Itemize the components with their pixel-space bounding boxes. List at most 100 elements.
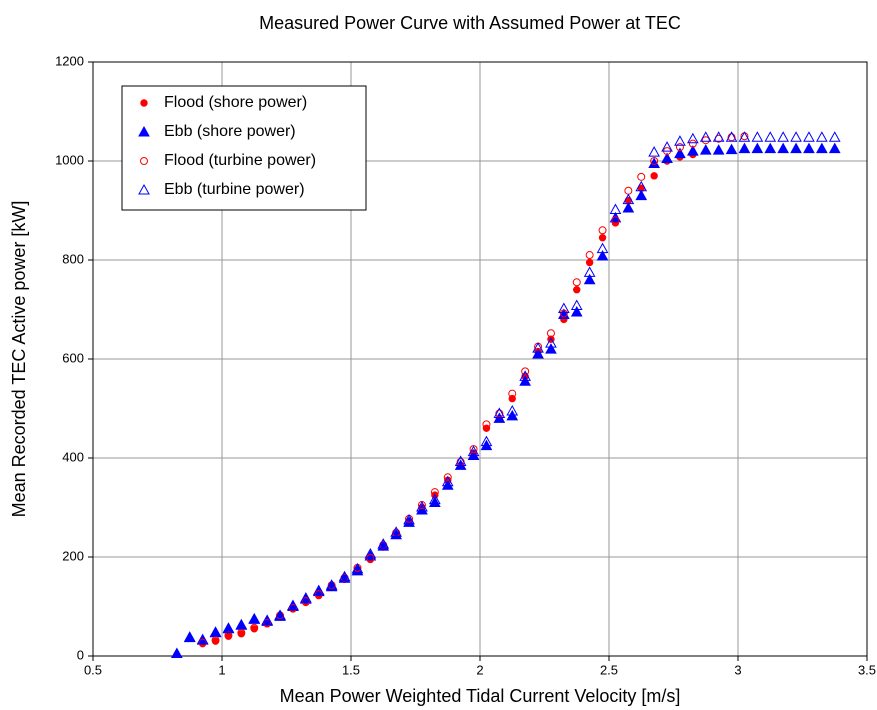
- marker: [583, 266, 596, 277]
- marker: [519, 370, 531, 381]
- marker: [674, 135, 686, 146]
- marker: [198, 638, 207, 647]
- marker: [675, 143, 684, 152]
- legend-label: Flood (turbine power): [164, 152, 316, 169]
- marker: [429, 496, 441, 508]
- marker: [725, 131, 738, 142]
- marker: [828, 142, 841, 154]
- y-tick-label: 400: [62, 449, 84, 464]
- x-tick-label: 2.5: [600, 662, 618, 677]
- y-tick-label: 0: [77, 647, 84, 662]
- marker: [521, 367, 530, 376]
- legend-box: [121, 85, 367, 211]
- marker: [325, 580, 338, 592]
- marker: [790, 131, 802, 142]
- marker: [300, 592, 312, 603]
- marker: [688, 139, 697, 148]
- legend-marker: [140, 157, 148, 165]
- marker: [222, 622, 235, 633]
- marker: [661, 141, 673, 152]
- marker: [429, 493, 441, 505]
- marker: [441, 479, 454, 490]
- y-tick-label: 600: [62, 350, 84, 365]
- marker: [482, 420, 491, 429]
- marker: [828, 131, 841, 142]
- legend-marker: [138, 125, 150, 137]
- marker: [816, 142, 828, 154]
- marker: [183, 631, 196, 642]
- marker: [585, 251, 594, 260]
- marker: [687, 132, 699, 144]
- x-tick-label: 1.5: [342, 662, 360, 677]
- x-tick-label: 3: [734, 662, 741, 677]
- marker: [351, 562, 364, 574]
- legend-marker: [140, 99, 148, 107]
- marker: [171, 647, 183, 659]
- y-tick-label: 800: [62, 251, 84, 266]
- marker: [288, 603, 297, 612]
- marker: [624, 186, 633, 195]
- marker: [622, 193, 635, 205]
- marker: [661, 152, 673, 164]
- marker: [570, 299, 583, 311]
- marker: [250, 623, 259, 632]
- marker: [570, 305, 583, 317]
- y-tick-label: 1200: [55, 53, 84, 68]
- marker: [764, 131, 777, 142]
- marker: [532, 348, 544, 359]
- marker: [622, 201, 635, 213]
- marker: [585, 258, 594, 267]
- marker: [261, 614, 273, 625]
- marker: [377, 538, 390, 549]
- marker: [532, 342, 544, 353]
- marker: [314, 590, 323, 599]
- marker: [301, 597, 310, 606]
- marker: [650, 157, 659, 165]
- marker: [803, 142, 815, 154]
- marker: [559, 309, 568, 318]
- marker: [777, 142, 789, 154]
- marker: [235, 618, 248, 630]
- marker: [441, 475, 454, 487]
- legend-marker: [138, 183, 150, 195]
- marker: [416, 503, 428, 515]
- marker: [416, 500, 428, 512]
- marker: [790, 142, 802, 154]
- marker: [403, 513, 415, 525]
- x-tick-label: 0.5: [84, 662, 102, 677]
- marker: [248, 613, 261, 624]
- marker: [648, 146, 660, 157]
- marker: [263, 618, 272, 627]
- marker: [183, 631, 196, 643]
- x-tick-label: 3.5: [858, 662, 876, 677]
- marker: [637, 172, 646, 181]
- marker: [248, 612, 261, 624]
- marker: [508, 389, 517, 398]
- y-tick-label: 200: [62, 548, 84, 563]
- marker: [687, 145, 699, 156]
- marker: [467, 445, 480, 457]
- marker: [546, 329, 555, 338]
- marker: [545, 337, 557, 348]
- y-tick-label: 1000: [55, 152, 84, 167]
- marker: [573, 286, 581, 294]
- marker: [430, 488, 439, 497]
- marker: [235, 619, 248, 630]
- marker: [674, 147, 686, 159]
- marker: [596, 250, 609, 261]
- chart-title: Measured Power Curve with Assumed Power …: [259, 13, 681, 33]
- marker: [325, 579, 338, 590]
- marker: [738, 142, 751, 154]
- x-tick-label: 1: [218, 662, 225, 677]
- y-axis-label: Mean Recorded TEC Active power [kW]: [9, 201, 29, 518]
- plot-frame: [92, 61, 868, 657]
- marker: [712, 131, 725, 142]
- marker: [493, 407, 506, 418]
- marker: [650, 172, 658, 180]
- marker: [596, 242, 609, 254]
- marker: [480, 435, 493, 447]
- marker: [764, 142, 777, 154]
- marker: [196, 633, 209, 645]
- marker: [699, 131, 712, 142]
